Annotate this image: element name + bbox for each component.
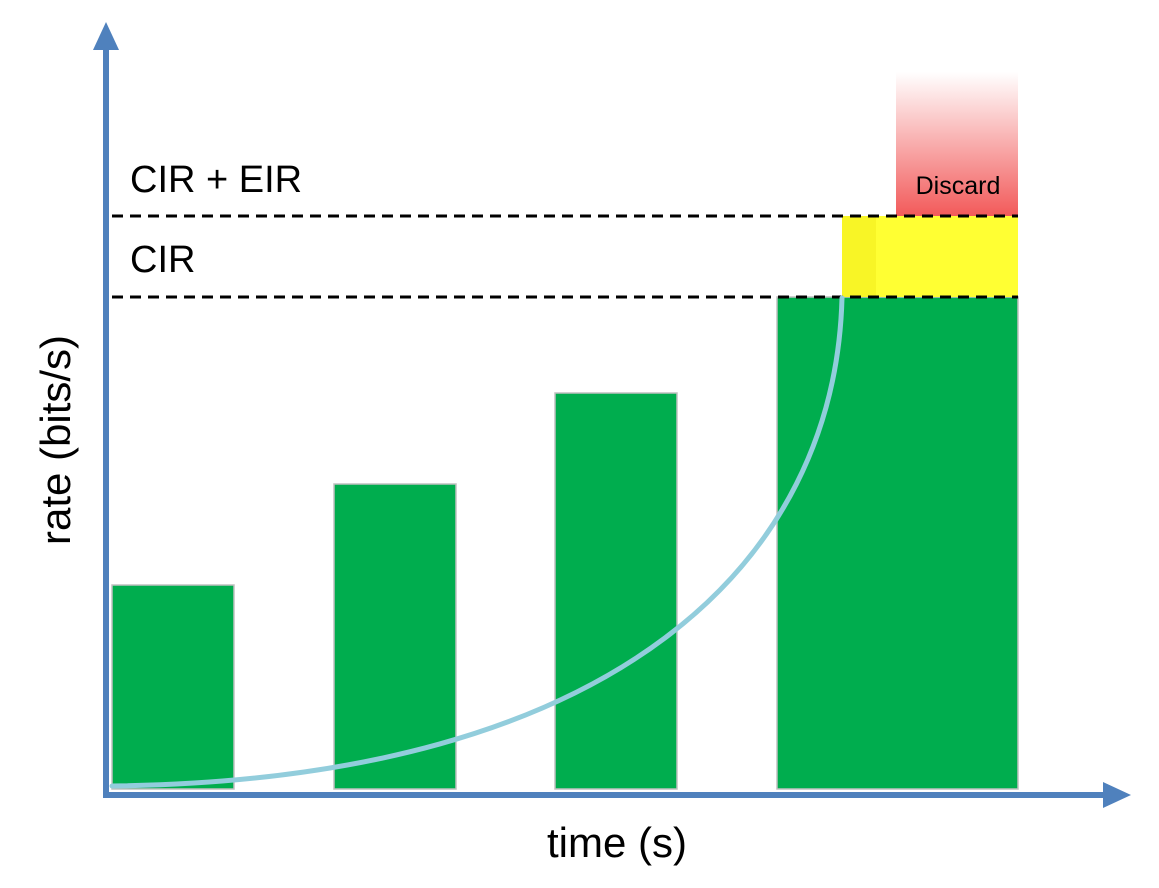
discard-region — [896, 72, 1018, 216]
rate-growth-curve — [109, 295, 845, 789]
x-axis-label: time (s) — [547, 819, 687, 866]
bar-1 — [111, 584, 235, 790]
y-axis-label: rate (bits/s) — [32, 335, 79, 545]
bar-2 — [333, 483, 457, 790]
bar-4 — [776, 296, 1019, 790]
cir-label: CIR — [130, 239, 195, 281]
x-axis-arrow-icon — [1103, 782, 1131, 808]
discard-label: Discard — [916, 172, 1001, 200]
cir-eir-label: CIR + EIR — [130, 159, 302, 201]
y-axis-arrow-icon — [93, 22, 119, 50]
excess-rate-region-edge — [842, 216, 876, 297]
bar-3 — [554, 392, 678, 790]
